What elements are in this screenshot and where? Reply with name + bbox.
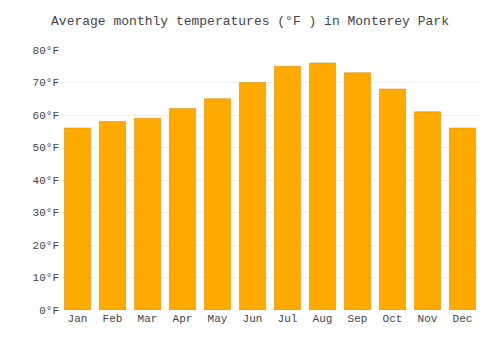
svg-text:20°F: 20°F bbox=[33, 240, 59, 252]
svg-text:Oct: Oct bbox=[383, 313, 403, 325]
svg-text:Sep: Sep bbox=[348, 313, 368, 325]
svg-text:60°F: 60°F bbox=[33, 110, 59, 122]
svg-text:70°F: 70°F bbox=[33, 77, 59, 89]
svg-text:80°F: 80°F bbox=[33, 45, 59, 57]
svg-text:Aug: Aug bbox=[313, 313, 333, 325]
svg-text:30°F: 30°F bbox=[33, 207, 59, 219]
svg-text:Jun: Jun bbox=[243, 313, 263, 325]
svg-text:0°F: 0°F bbox=[39, 305, 59, 317]
svg-text:Jul: Jul bbox=[278, 313, 298, 325]
svg-text:40°F: 40°F bbox=[33, 175, 59, 187]
svg-text:May: May bbox=[208, 313, 228, 325]
svg-text:Apr: Apr bbox=[173, 313, 193, 325]
svg-text:Feb: Feb bbox=[103, 313, 123, 325]
svg-text:Mar: Mar bbox=[138, 313, 158, 325]
svg-text:50°F: 50°F bbox=[33, 142, 59, 154]
svg-text:Jan: Jan bbox=[68, 313, 88, 325]
svg-text:Nov: Nov bbox=[418, 313, 438, 325]
svg-text:Dec: Dec bbox=[453, 313, 473, 325]
svg-text:10°F: 10°F bbox=[33, 272, 59, 284]
svg-text:Average monthly temperatures (: Average monthly temperatures (°F ) in Mo… bbox=[51, 14, 449, 29]
